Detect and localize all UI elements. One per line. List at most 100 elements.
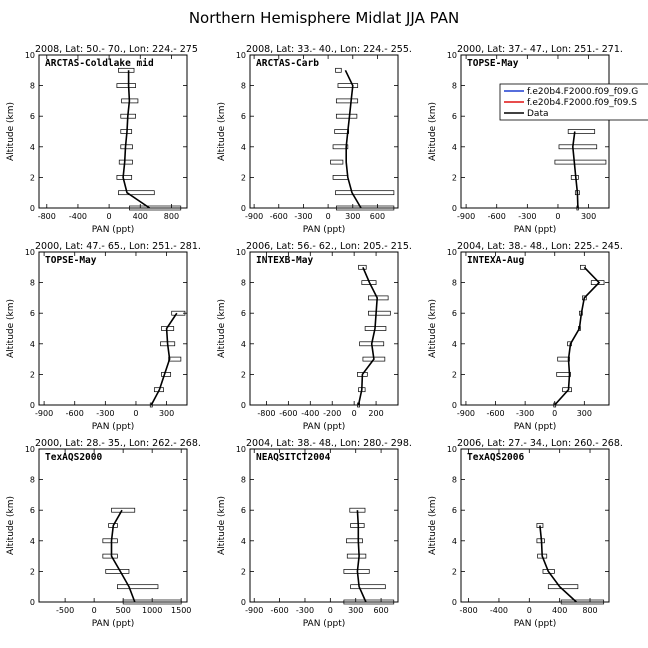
x-tick-label: -300 bbox=[294, 212, 312, 221]
range-box bbox=[116, 175, 133, 180]
x-axis-label: PAN (ppt) bbox=[303, 619, 346, 629]
range-box bbox=[346, 538, 363, 544]
figure-title: Northern Hemisphere Midlat JJA PAN bbox=[189, 9, 459, 27]
y-axis-label: Altitude (km) bbox=[217, 496, 227, 555]
panel-7: 2000, Lat: 28.- 35., Lon: 262.- 268. TexA… bbox=[6, 438, 201, 629]
range-box bbox=[335, 205, 395, 211]
range-box bbox=[330, 159, 344, 165]
x-tick-label: 0 bbox=[133, 409, 138, 418]
y-tick-label: 2 bbox=[452, 370, 457, 379]
y-tick-label: 6 bbox=[241, 506, 246, 515]
x-tick-label: -900 bbox=[35, 409, 53, 418]
plot-frame bbox=[38, 251, 188, 406]
range-box bbox=[120, 144, 133, 150]
region-label: INTEXA-Aug bbox=[467, 255, 524, 266]
range-box bbox=[337, 83, 359, 88]
range-box bbox=[335, 67, 342, 73]
panel-title: 2004, Lat: 38.- 48., Lon: 280.- 298. bbox=[246, 438, 412, 449]
range-box bbox=[168, 356, 182, 362]
range-box bbox=[111, 507, 136, 513]
x-tick-label: -600 bbox=[66, 409, 84, 418]
legend-label: f.e20b4.F2000.f09_f09.G bbox=[527, 87, 638, 97]
y-tick-label: 0 bbox=[241, 598, 246, 607]
range-box bbox=[547, 584, 579, 590]
x-axis-label: PAN (ppt) bbox=[92, 619, 135, 629]
panel-title: 2006, Lat: 27.- 34., Lon: 260.- 268. bbox=[457, 438, 623, 449]
y-tick-label: 6 bbox=[241, 309, 246, 318]
y-tick-label: 2 bbox=[241, 567, 246, 576]
y-tick-label: 4 bbox=[30, 537, 35, 546]
range-box bbox=[171, 310, 186, 316]
range-box bbox=[116, 83, 136, 88]
x-tick-label: 0 bbox=[527, 606, 532, 615]
x-axis-label: PAN (ppt) bbox=[92, 225, 135, 235]
y-tick-label: 2 bbox=[30, 173, 35, 182]
y-tick-label: 0 bbox=[452, 204, 457, 213]
range-box bbox=[556, 372, 571, 377]
x-tick-label: -900 bbox=[457, 212, 475, 221]
x-tick-label: 600 bbox=[370, 212, 385, 221]
y-tick-label: 6 bbox=[452, 112, 457, 121]
region-label: NEAQSITCT2004 bbox=[256, 452, 331, 463]
x-tick-label: 0 bbox=[555, 212, 560, 221]
range-box bbox=[567, 129, 596, 134]
range-box bbox=[129, 205, 182, 211]
data-profile-line bbox=[356, 510, 367, 603]
range-box bbox=[118, 190, 155, 196]
y-tick-label: 0 bbox=[241, 401, 246, 410]
panel-title: 2000, Lat: 37.- 47., Lon: 251.- 271. bbox=[457, 44, 623, 55]
plot-frame bbox=[460, 251, 610, 406]
x-tick-label: 300 bbox=[345, 212, 360, 221]
panel-1: 2008, Lat: 50.- 70., Lon: 224.- 275 ARCTA… bbox=[6, 44, 198, 235]
region-label: TexAQS2000 bbox=[45, 452, 102, 463]
plot-frame bbox=[249, 448, 399, 603]
region-label: TOPSE-May bbox=[467, 58, 519, 69]
range-box bbox=[335, 113, 358, 119]
range-box bbox=[334, 129, 350, 134]
x-tick-label: -800 bbox=[460, 606, 478, 615]
x-tick-label: 300 bbox=[581, 212, 596, 221]
y-tick-label: 4 bbox=[241, 143, 246, 152]
range-box bbox=[332, 175, 349, 180]
y-tick-label: 10 bbox=[447, 445, 457, 454]
data-profile-line bbox=[110, 509, 136, 603]
region-label: TOPSE-May bbox=[45, 255, 97, 266]
x-tick-label: 0 bbox=[328, 606, 333, 615]
x-axis-label: PAN (ppt) bbox=[514, 225, 557, 235]
y-tick-label: 8 bbox=[452, 476, 457, 485]
data-profile-line bbox=[150, 312, 178, 406]
panel-title: 2008, Lat: 33.- 40., Lon: 224.- 255. bbox=[246, 44, 412, 55]
y-tick-label: 6 bbox=[241, 112, 246, 121]
y-tick-label: 8 bbox=[452, 82, 457, 91]
y-axis-label: Altitude (km) bbox=[428, 102, 438, 161]
y-tick-label: 10 bbox=[25, 248, 35, 257]
data-profile-line bbox=[539, 525, 577, 603]
range-box bbox=[560, 599, 605, 605]
x-tick-label: 200 bbox=[368, 409, 383, 418]
x-tick-label: -600 bbox=[486, 409, 504, 418]
y-axis-label: Altitude (km) bbox=[428, 299, 438, 358]
plot-frame bbox=[249, 251, 399, 406]
range-box bbox=[368, 295, 389, 301]
x-tick-label: -600 bbox=[279, 409, 297, 418]
range-box bbox=[350, 523, 365, 528]
x-axis-label: PAN (ppt) bbox=[514, 619, 557, 629]
range-box bbox=[102, 538, 118, 544]
y-tick-label: 10 bbox=[25, 51, 35, 60]
range-box bbox=[358, 264, 367, 270]
x-tick-label: 300 bbox=[159, 409, 174, 418]
y-tick-label: 4 bbox=[452, 143, 457, 152]
y-tick-label: 8 bbox=[452, 279, 457, 288]
panel-title: 2006, Lat: 56.- 62., Lon: 205.- 215. bbox=[246, 241, 412, 252]
data-profile-line bbox=[554, 266, 601, 406]
y-tick-label: 4 bbox=[30, 143, 35, 152]
x-tick-label: 600 bbox=[373, 606, 388, 615]
y-axis-label: Altitude (km) bbox=[217, 102, 227, 161]
panel-2: 2008, Lat: 33.- 40., Lon: 224.- 255. ARCT… bbox=[217, 44, 412, 235]
x-tick-label: 0 bbox=[107, 212, 112, 221]
x-axis-label: PAN (ppt) bbox=[92, 422, 135, 432]
x-tick-label: 1000 bbox=[142, 606, 162, 615]
range-box bbox=[343, 569, 370, 574]
y-tick-label: 10 bbox=[25, 445, 35, 454]
panel-title: 2004, Lat: 38.- 48., Lon: 225.- 245. bbox=[457, 241, 623, 252]
